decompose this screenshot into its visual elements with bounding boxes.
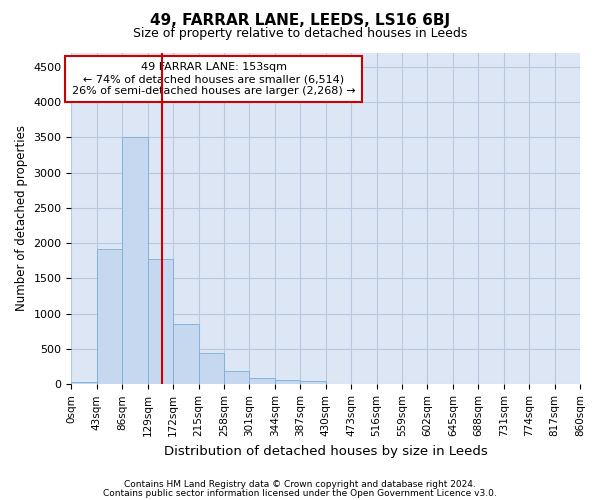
Bar [71, 382, 97, 384]
Text: 49 FARRAR LANE: 153sqm
← 74% of detached houses are smaller (6,514)
26% of semi-: 49 FARRAR LANE: 153sqm ← 74% of detached… [72, 62, 356, 96]
Text: Contains public sector information licensed under the Open Government Licence v3: Contains public sector information licen… [103, 488, 497, 498]
Text: Contains HM Land Registry data © Crown copyright and database right 2024.: Contains HM Land Registry data © Crown c… [124, 480, 476, 489]
Bar [224, 371, 250, 384]
Bar [300, 381, 326, 384]
X-axis label: Distribution of detached houses by size in Leeds: Distribution of detached houses by size … [164, 444, 488, 458]
Bar [275, 380, 300, 384]
Y-axis label: Number of detached properties: Number of detached properties [15, 126, 28, 312]
Bar [250, 378, 275, 384]
Bar [199, 352, 224, 384]
Bar [97, 249, 122, 384]
Bar [122, 137, 148, 384]
Text: Size of property relative to detached houses in Leeds: Size of property relative to detached ho… [133, 28, 467, 40]
Bar [173, 324, 199, 384]
Bar [148, 258, 173, 384]
Text: 49, FARRAR LANE, LEEDS, LS16 6BJ: 49, FARRAR LANE, LEEDS, LS16 6BJ [150, 12, 450, 28]
